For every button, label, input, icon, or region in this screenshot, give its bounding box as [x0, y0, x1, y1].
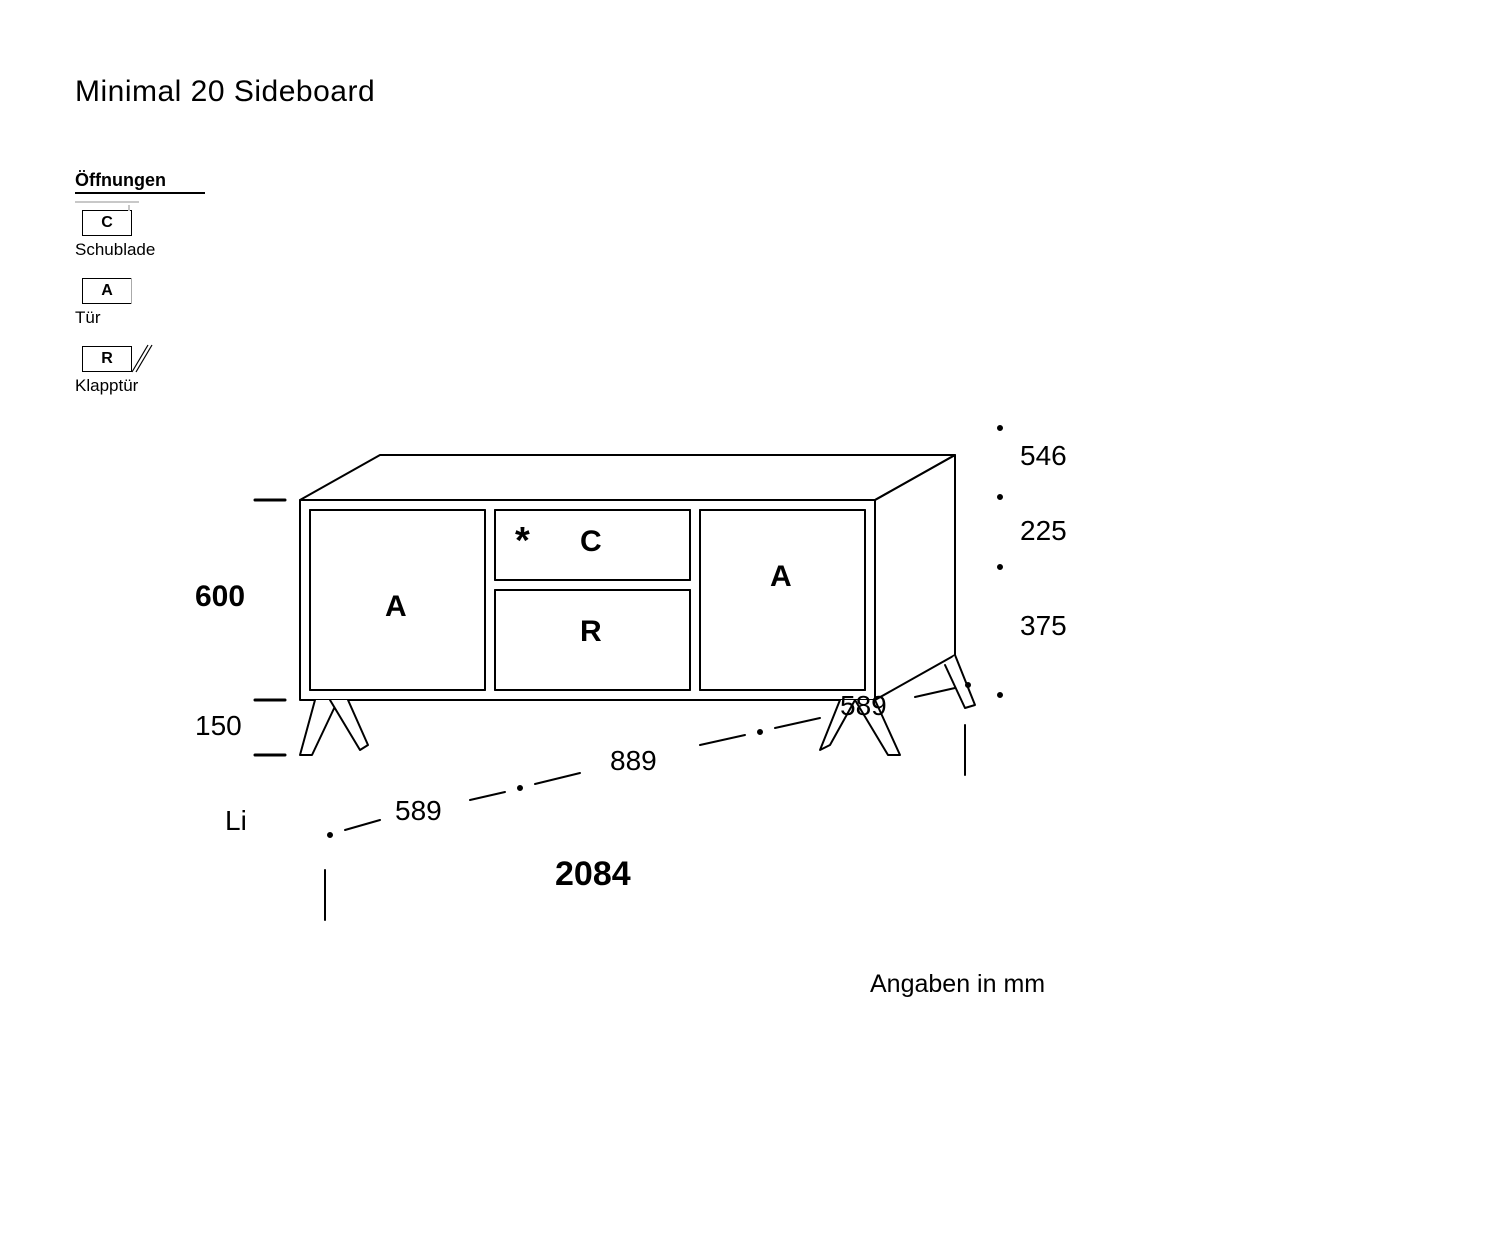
- panel-mid-top-letter: C: [580, 525, 602, 559]
- panel-right-letter: A: [770, 560, 792, 594]
- panel-left-letter: A: [385, 590, 407, 624]
- dim-front-top: 225: [1020, 515, 1067, 547]
- dim-depth: 546: [1020, 440, 1067, 472]
- dim-width-total: 2084: [555, 855, 631, 894]
- dim-width-right: 589: [840, 690, 887, 722]
- dim-height-body: 600: [195, 580, 245, 614]
- dim-side-label: Li: [225, 805, 247, 837]
- units-note: Angaben in mm: [870, 970, 1045, 999]
- dim-width-mid: 889: [610, 745, 657, 777]
- sideboard-drawing: [0, 0, 1500, 1250]
- dim-front-bot: 375: [1020, 610, 1067, 642]
- dim-height-leg: 150: [195, 710, 242, 742]
- panel-star: *: [515, 520, 530, 563]
- dim-width-left: 589: [395, 795, 442, 827]
- panel-mid-bot-letter: R: [580, 615, 602, 649]
